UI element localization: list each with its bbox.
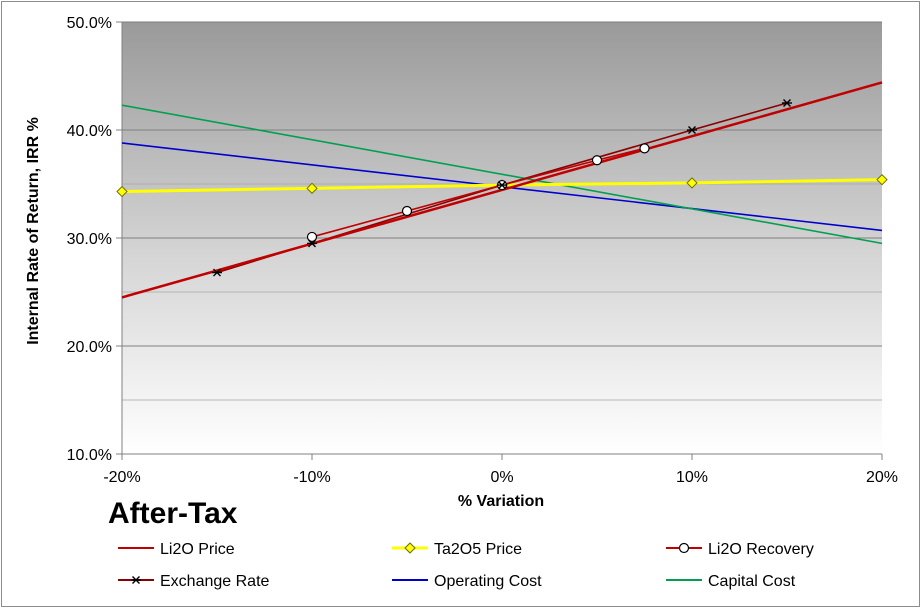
x-tick-label: 20% <box>866 469 898 486</box>
y-tick-label: 50.0% <box>67 15 112 32</box>
point-li2o-recovery <box>639 143 650 154</box>
point-li2o-recovery <box>401 205 413 217</box>
star-stroke <box>688 126 696 134</box>
point-li2o-recovery <box>591 155 603 166</box>
x-tick-label: 10% <box>676 469 708 486</box>
legend-item-ta2o5-price: Ta2O5 Price <box>392 541 522 558</box>
axes: 10.0% 20.0% 30.0% 40.0% 50.0% -20% -10% 0% 10% 20… <box>67 15 898 486</box>
point-exchange-rate <box>497 181 507 190</box>
point-exchange-rate <box>782 99 792 107</box>
legend-item-li2o-price: Li2O Price <box>118 541 235 558</box>
legend-label: Li2O Price <box>160 541 235 558</box>
legend-label: Capital Cost <box>708 573 796 590</box>
series-markers <box>116 99 888 277</box>
legend-swatch-marker <box>404 542 416 554</box>
x-axis-title: % Variation <box>458 493 544 510</box>
point-ta2o5-price <box>116 185 128 198</box>
x-tick-label: -20% <box>103 469 140 486</box>
y-tick-label: 40.0% <box>67 123 112 140</box>
point-exchange-rate <box>212 268 222 277</box>
x-tick-label: 0% <box>490 469 513 486</box>
point-ta2o5-price <box>876 173 888 186</box>
x-tick-label: -10% <box>293 469 330 486</box>
star-stroke <box>308 239 316 248</box>
legend-item-capital-cost: Capital Cost <box>666 573 796 590</box>
legend-label: Exchange Rate <box>160 573 270 590</box>
legend-item-exchange-rate: Exchange Rate <box>118 573 270 590</box>
star-stroke <box>213 268 221 277</box>
legend-item-li2o-recovery: Li2O Recovery <box>666 541 814 558</box>
legend-label: Li2O Recovery <box>708 541 814 558</box>
point-exchange-rate <box>687 126 697 134</box>
y-tick-label: 10.0% <box>67 447 112 464</box>
point-ta2o5-price <box>306 182 318 195</box>
legend-label: Operating Cost <box>434 573 542 590</box>
gridlines <box>122 21 882 401</box>
y-tick-label: 20.0% <box>67 339 112 356</box>
star-stroke <box>783 99 791 107</box>
legend-label: Ta2O5 Price <box>434 541 522 558</box>
y-tick-label: 30.0% <box>67 231 112 248</box>
point-exchange-rate <box>307 239 317 248</box>
y-axis-title: Internal Rate of Return, IRR % <box>25 117 42 345</box>
legend: Li2O Price Ta2O5 Price Li2O Recovery Exchan… <box>118 541 814 590</box>
legend-swatch-marker <box>678 542 690 554</box>
star-stroke <box>132 576 140 584</box>
legend-swatch-marker <box>131 576 141 584</box>
series-line-capital-cost <box>121 104 883 245</box>
legend-item-operating-cost: Operating Cost <box>392 573 542 590</box>
point-ta2o5-price <box>686 177 698 189</box>
point-li2o-recovery <box>306 231 318 243</box>
after-tax-label: After-Tax <box>108 497 238 530</box>
star-stroke <box>498 181 506 190</box>
